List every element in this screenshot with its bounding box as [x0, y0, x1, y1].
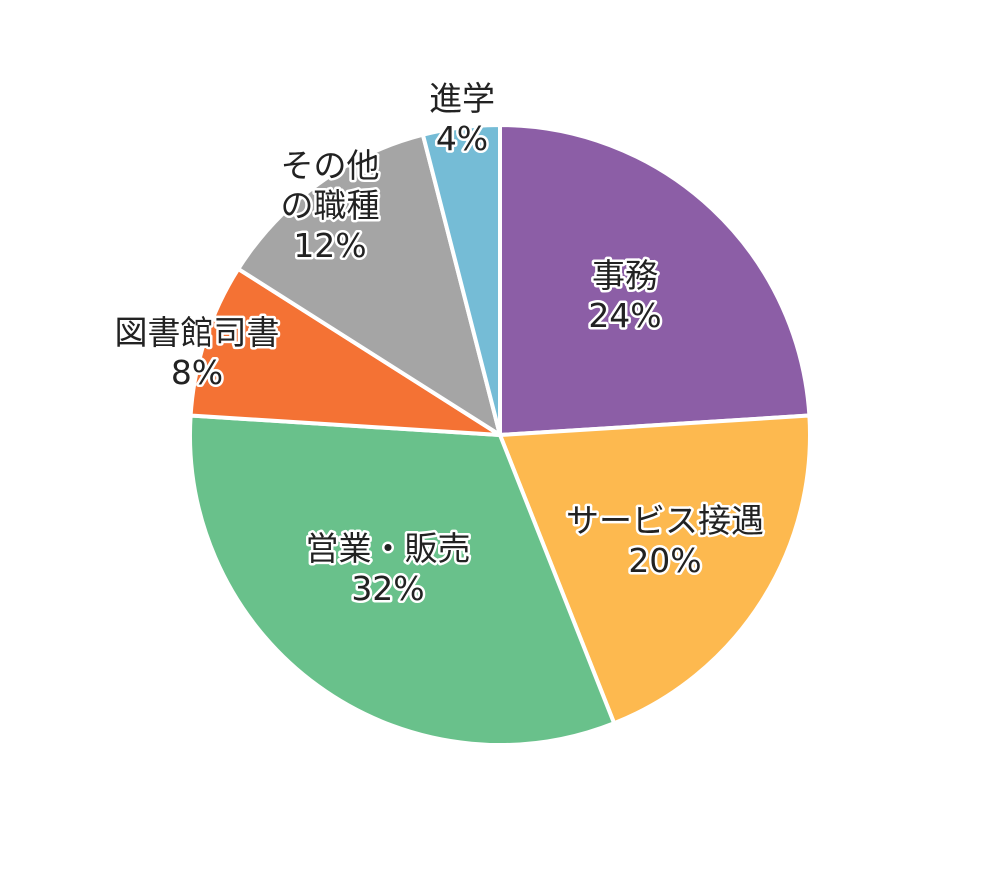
slice-value-label: 4%: [436, 119, 488, 158]
slice-value-label: 12%: [293, 226, 366, 265]
slice-label-2: 営業・販売 32%: [306, 529, 471, 608]
slice-label-4: その他の職種 12%: [281, 146, 380, 265]
slice-value-label: 20%: [628, 541, 701, 580]
slice-category-label: 進学: [429, 79, 495, 118]
slice-label-1: サービス接遇 20%: [566, 501, 764, 580]
slice-category-label: その他: [281, 146, 380, 185]
labels-layer: 事務 24%サービス接遇 20%営業・販売 32%図書館司書 8%その他の職種 12%進学…: [112, 76, 767, 610]
slice-category-label: の職種: [281, 186, 380, 225]
slice-label-3: 図書館司書 8%: [115, 313, 280, 392]
slice-category-label: サービス接遇: [566, 501, 764, 540]
slices-layer: [188, 123, 812, 747]
slice-category-label: 営業・販売: [306, 529, 471, 568]
slice-value-label: 32%: [351, 569, 424, 608]
slice-label-5: 進学 4%: [429, 79, 495, 158]
pie-slice-1: [498, 413, 812, 726]
pie-slice-0: [498, 123, 812, 437]
pie-slice-3: [188, 266, 502, 437]
pie-slice-4: [236, 132, 502, 437]
pie-slice-5: [420, 123, 502, 437]
slice-category-label: 事務: [592, 256, 658, 295]
slice-label-0: 事務 24%: [588, 256, 661, 335]
slice-value-label: 24%: [588, 296, 661, 335]
slice-category-label: 図書館司書: [115, 313, 280, 352]
slice-value-label: 8%: [171, 353, 223, 392]
pie-slice-2: [188, 413, 617, 747]
